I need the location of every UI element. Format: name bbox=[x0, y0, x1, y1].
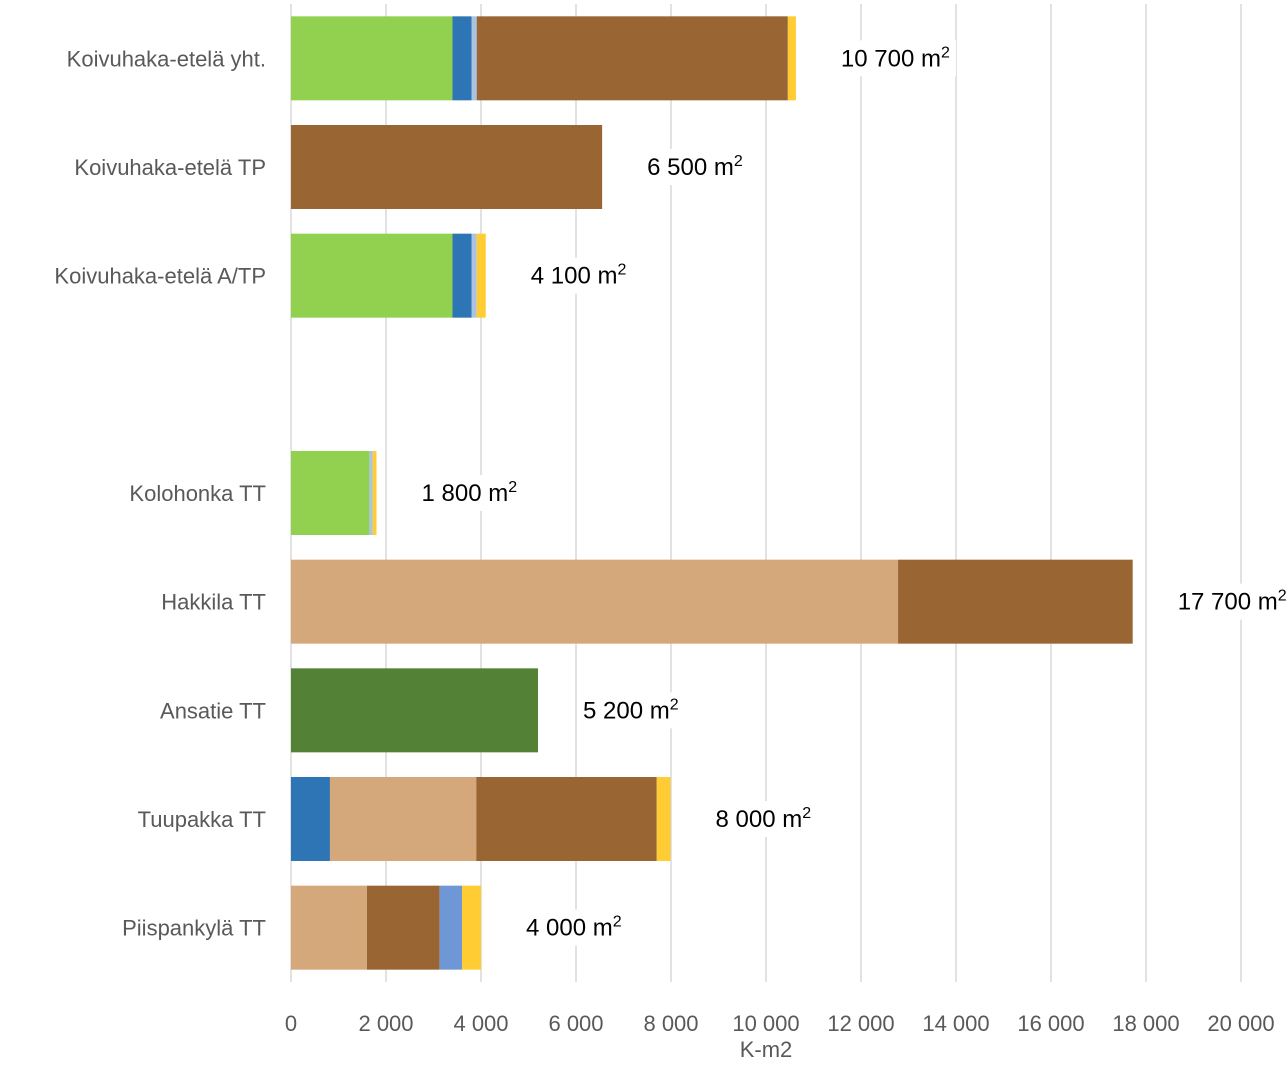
total-label-7: 8 000 m2 bbox=[716, 805, 812, 833]
bar-segment-5-5 bbox=[898, 559, 1133, 644]
category-label-7: Tuupakka TT bbox=[138, 807, 266, 832]
category-label-4: Kolohonka TT bbox=[129, 481, 266, 506]
bar-segment-0-7 bbox=[787, 16, 796, 101]
x-tick-labels: 0 2 000 4 000 6 000 8 000 10 000 12 000 14 000 1… bbox=[285, 1011, 1275, 1036]
total-label-bg-5 bbox=[1171, 583, 1286, 620]
bar-segment-4-7 bbox=[372, 451, 377, 535]
total-label-1: 6 500 m2 bbox=[647, 153, 743, 181]
x-tick-label-7: 14 000 bbox=[922, 1011, 989, 1036]
x-tick-label-2: 4 000 bbox=[453, 1011, 508, 1036]
bar-segment-4-3 bbox=[369, 451, 373, 535]
x-axis-title: K-m2 bbox=[740, 1037, 793, 1062]
bar-segment-0-0 bbox=[291, 16, 453, 101]
x-tick-label-8: 16 000 bbox=[1017, 1011, 1084, 1036]
bar-stacks bbox=[291, 16, 1133, 970]
bar-segment-5-4 bbox=[291, 559, 899, 644]
bar-segment-0-3 bbox=[471, 16, 477, 101]
bar-segment-7-4 bbox=[329, 777, 477, 861]
bar-segment-2-3 bbox=[471, 233, 477, 318]
x-tick-label-3: 6 000 bbox=[548, 1011, 603, 1036]
bar-segment-7-5 bbox=[476, 777, 657, 861]
total-labels: 10 700 m2 6 500 m2 4 100 m2 1 800 m2 17 700 … bbox=[415, 40, 1286, 946]
bar-segment-8-4 bbox=[291, 885, 367, 970]
total-label-0: 10 700 m2 bbox=[841, 44, 950, 72]
total-label-bg-6 bbox=[577, 692, 685, 729]
total-label-2: 4 100 m2 bbox=[531, 262, 627, 290]
x-tick-label-0: 0 bbox=[285, 1011, 297, 1036]
x-tick-label-5: 10 000 bbox=[732, 1011, 799, 1036]
category-label-2: Koivuhaka-etelä A/TP bbox=[54, 264, 266, 289]
total-label-bg-0 bbox=[834, 40, 957, 77]
bar-segment-7-7 bbox=[656, 777, 671, 861]
total-label-5: 17 700 m2 bbox=[1178, 588, 1286, 616]
category-label-1: Koivuhaka-etelä TP bbox=[74, 155, 266, 180]
bar-segment-7-2 bbox=[291, 777, 330, 861]
bar-segment-0-2 bbox=[452, 16, 472, 101]
total-label-bg-7 bbox=[709, 801, 818, 837]
bar-segment-8-6 bbox=[439, 885, 462, 970]
x-tick-label-4: 8 000 bbox=[643, 1011, 698, 1036]
category-label-0: Koivuhaka-etelä yht. bbox=[67, 46, 266, 71]
bar-segment-1-5 bbox=[291, 125, 603, 209]
bar-segment-4-0 bbox=[291, 451, 370, 535]
total-label-4: 1 800 m2 bbox=[422, 479, 518, 507]
category-label-6: Ansatie TT bbox=[160, 698, 266, 723]
total-label-8: 4 000 m2 bbox=[526, 914, 622, 942]
total-label-bg-8 bbox=[520, 909, 628, 946]
bar-segment-8-5 bbox=[367, 885, 440, 970]
category-label-8: Piispankylä TT bbox=[122, 916, 266, 941]
total-label-6: 5 200 m2 bbox=[583, 696, 679, 724]
bar-segment-6-1 bbox=[291, 668, 538, 753]
bar-segment-0-5 bbox=[476, 16, 788, 101]
x-tick-label-9: 18 000 bbox=[1112, 1011, 1179, 1036]
bar-segment-2-0 bbox=[291, 233, 453, 318]
x-tick-label-6: 12 000 bbox=[827, 1011, 894, 1036]
x-tick-label-10: 20 000 bbox=[1207, 1011, 1274, 1036]
bar-segment-2-7 bbox=[476, 233, 486, 318]
bar-segment-8-7 bbox=[462, 885, 481, 970]
total-label-bg-4 bbox=[415, 475, 524, 511]
total-label-bg-1 bbox=[641, 149, 749, 185]
category-label-5: Hakkila TT bbox=[161, 590, 266, 615]
bar-segment-2-2 bbox=[452, 233, 472, 318]
total-label-bg-2 bbox=[524, 257, 633, 294]
x-tick-label-1: 2 000 bbox=[358, 1011, 413, 1036]
category-labels: Koivuhaka-etelä yht. Koivuhaka-etelä TP Ko… bbox=[54, 46, 266, 940]
